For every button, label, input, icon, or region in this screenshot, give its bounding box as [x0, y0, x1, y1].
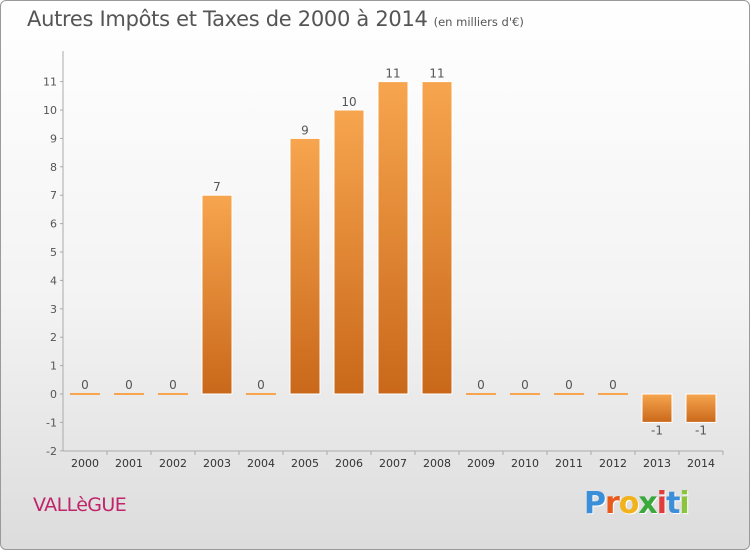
y-tick-label: 8 [50, 161, 57, 174]
bar [333, 109, 365, 395]
bar-value-label: 0 [609, 378, 617, 392]
bar-value-label: 10 [341, 95, 356, 109]
bar-value-label: 9 [301, 123, 309, 137]
bar [554, 393, 584, 395]
y-tick-label: 2 [50, 331, 57, 344]
x-tick-label: 2013 [643, 457, 671, 470]
bar [641, 393, 673, 423]
x-tick-label: 2007 [379, 457, 407, 470]
x-tick-label: 2010 [511, 457, 539, 470]
bar [685, 393, 717, 423]
y-tick-label: 3 [50, 303, 57, 316]
bar-value-label: -1 [651, 423, 663, 437]
x-tick-label: 2001 [115, 457, 143, 470]
logo-letter: r [605, 486, 620, 521]
x-tick-label: 2000 [71, 457, 99, 470]
logo-letter: i [679, 486, 689, 521]
bar [289, 137, 321, 395]
chart-subtitle: (en milliers d'€) [433, 15, 524, 29]
bar [114, 393, 144, 395]
x-tick-label: 2004 [247, 457, 275, 470]
y-tick-label: 7 [50, 189, 57, 202]
bar-value-label: 0 [257, 378, 265, 392]
bar [510, 393, 540, 395]
bar-value-label: 0 [477, 378, 485, 392]
logo-letter: i [656, 486, 667, 521]
y-tick-label: 4 [50, 274, 57, 287]
x-tick-label: 2006 [335, 457, 363, 470]
logo-letter: o [618, 486, 640, 521]
bar-value-label: 0 [565, 378, 573, 392]
y-tick-label: -1 [46, 416, 57, 429]
bar [598, 393, 628, 395]
x-tick-label: 2003 [203, 457, 231, 470]
bar [377, 81, 409, 395]
logo-letter: P [584, 486, 606, 521]
chart-title-text: Autres Impôts et Taxes de 2000 à 2014 [27, 7, 428, 31]
y-tick-label: 10 [43, 104, 57, 117]
bar [466, 393, 496, 395]
y-tick-label: 5 [50, 246, 57, 259]
x-tick-label: 2005 [291, 457, 319, 470]
y-tick-label: 11 [43, 76, 57, 89]
bar-value-label: 0 [81, 378, 89, 392]
bar [158, 393, 188, 395]
bar [421, 81, 453, 395]
bar-value-label: 0 [125, 378, 133, 392]
bar [70, 393, 100, 395]
x-tick-label: 2011 [555, 457, 583, 470]
bar-value-label: -1 [695, 423, 707, 437]
x-tick-label: 2012 [599, 457, 627, 470]
chart-axes: -2 -1 0 1 2 3 4 5 6 7 8 9 10 11 2000 2001 2002 2003 2004 20… [43, 51, 724, 470]
bar-value-label: 0 [521, 378, 529, 392]
chart-title: Autres Impôts et Taxes de 2000 à 2014 (en… [27, 7, 524, 31]
x-tick-label: 2014 [687, 457, 715, 470]
y-tick-label: 1 [50, 360, 57, 373]
x-tick-label: 2008 [423, 457, 451, 470]
x-tick-label: 2009 [467, 457, 495, 470]
chart-labels: 0 0 0 7 0 9 10 11 11 0 0 0 0 -1 -1 [81, 67, 707, 438]
logo-letter: t [666, 486, 680, 521]
x-tick-label: 2002 [159, 457, 187, 470]
y-tick-label: -2 [46, 445, 57, 458]
y-tick-label: 0 [50, 388, 57, 401]
chart-bars [70, 81, 717, 423]
bar-value-label: 7 [213, 180, 221, 194]
commune-name: VALLèGUE [33, 494, 127, 516]
bar-value-label: 0 [169, 378, 177, 392]
logo-letter: x [638, 486, 657, 521]
bar-value-label: 11 [429, 67, 444, 81]
bar [246, 393, 276, 395]
y-tick-label: 6 [50, 218, 57, 231]
bar-value-label: 11 [385, 67, 400, 81]
proxiti-logo[interactable]: Proxiti [584, 486, 690, 521]
bar [201, 194, 233, 395]
y-tick-label: 9 [50, 132, 57, 145]
